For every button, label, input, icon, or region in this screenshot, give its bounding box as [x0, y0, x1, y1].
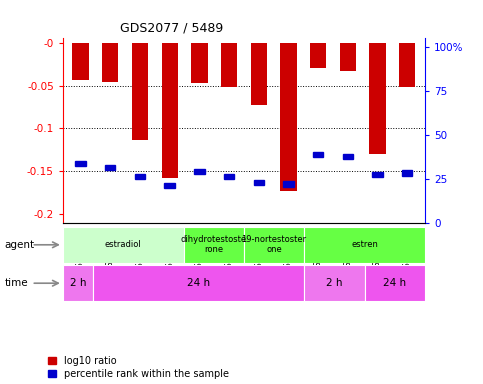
Text: 24 h: 24 h [384, 278, 406, 288]
Bar [310, 43, 327, 68]
Text: dihydrotestoste
rone: dihydrotestoste rone [181, 235, 247, 255]
Bar [254, 180, 264, 185]
Bar [63, 265, 93, 301]
Text: 2 h: 2 h [326, 278, 343, 288]
Bar [105, 165, 115, 170]
Text: estren: estren [351, 240, 378, 249]
Bar [63, 227, 184, 263]
Bar [369, 43, 386, 154]
Bar [93, 265, 304, 301]
Text: agent: agent [5, 240, 35, 250]
Text: 24 h: 24 h [187, 278, 210, 288]
Bar [342, 154, 353, 159]
Bar [399, 43, 415, 87]
Text: 2 h: 2 h [70, 278, 86, 288]
Bar [135, 174, 145, 179]
Bar [194, 169, 205, 174]
Bar [402, 170, 412, 175]
Bar [365, 265, 425, 301]
Bar [280, 43, 297, 191]
Bar [372, 172, 383, 177]
Bar [165, 183, 175, 189]
Bar [340, 43, 356, 71]
Text: estradiol: estradiol [105, 240, 142, 249]
Bar [161, 43, 178, 178]
Bar [313, 152, 323, 157]
Bar [251, 43, 267, 105]
Text: 19-nortestoster
one: 19-nortestoster one [242, 235, 307, 255]
Text: time: time [5, 278, 28, 288]
Bar [304, 227, 425, 263]
Bar [75, 161, 86, 166]
Bar [184, 227, 244, 263]
Bar [102, 43, 118, 82]
Bar [224, 174, 234, 179]
Bar [244, 227, 304, 263]
Legend: log10 ratio, percentile rank within the sample: log10 ratio, percentile rank within the … [48, 356, 229, 379]
Bar [221, 43, 237, 87]
Bar [72, 43, 89, 79]
Bar [283, 182, 294, 187]
Bar [191, 43, 208, 83]
Bar [304, 265, 365, 301]
Bar [132, 43, 148, 139]
Text: GDS2077 / 5489: GDS2077 / 5489 [120, 22, 223, 35]
